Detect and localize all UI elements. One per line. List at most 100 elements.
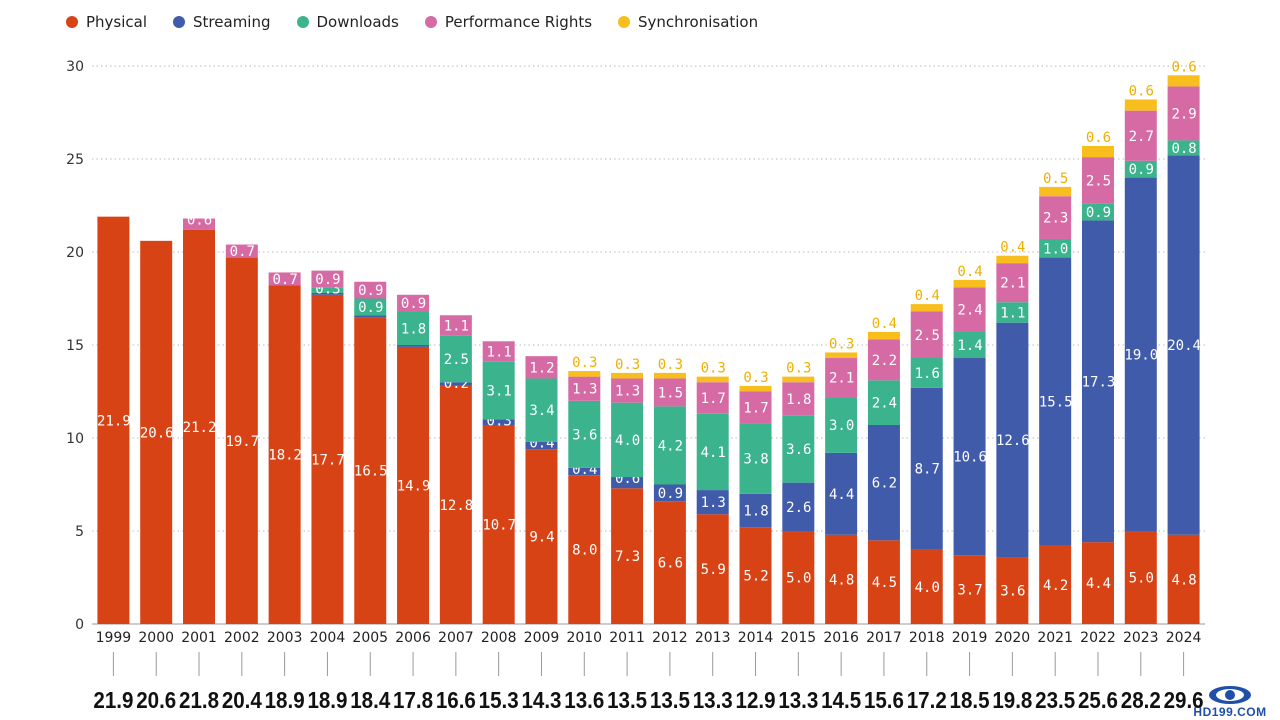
legend-label: Performance Rights bbox=[444, 13, 593, 31]
y-tick-label: 0 bbox=[75, 617, 84, 633]
bar-value-label: 1.3 bbox=[615, 384, 640, 400]
total-label: 21.9 bbox=[93, 687, 133, 713]
bar-segment-streaming bbox=[1124, 177, 1157, 531]
bar-segment-streaming bbox=[825, 452, 858, 535]
bar-segment-synchronisation bbox=[825, 352, 858, 359]
eye-logo-icon bbox=[1209, 686, 1251, 704]
bar-value-label: 4.0 bbox=[915, 580, 940, 596]
bar-value-label: 3.7 bbox=[957, 583, 982, 599]
x-tick-label: 2019 bbox=[952, 630, 988, 646]
bar-segment-synchronisation bbox=[867, 331, 900, 340]
bar-segment-streaming bbox=[1081, 220, 1114, 543]
bar-segment-performance-rights bbox=[1081, 157, 1114, 204]
bar-segment-performance-rights bbox=[996, 263, 1029, 303]
total-label: 16.6 bbox=[436, 687, 476, 713]
bar-segment-streaming bbox=[439, 382, 472, 386]
bar-segment-physical bbox=[1039, 545, 1072, 624]
bar-value-label: 4.8 bbox=[829, 572, 854, 588]
total-label: 29.6 bbox=[1164, 687, 1204, 713]
x-tick-label: 2016 bbox=[823, 630, 859, 646]
bar-group-2008: 10.70.33.11.1 bbox=[482, 341, 516, 624]
bar-value-label: 1.8 bbox=[786, 392, 811, 408]
legend-label: Downloads bbox=[316, 13, 399, 31]
bar-segment-downloads bbox=[311, 287, 344, 293]
bar-value-label: 0.4 bbox=[915, 288, 940, 304]
total-label: 18.9 bbox=[265, 687, 305, 713]
x-tick-label: 2017 bbox=[866, 630, 902, 646]
total-label: 19.8 bbox=[992, 687, 1032, 713]
bar-segment-performance-rights bbox=[1167, 86, 1200, 141]
bar-value-label: 5.0 bbox=[1129, 571, 1154, 587]
x-tick-label: 2014 bbox=[738, 630, 774, 646]
bar-segment-streaming bbox=[696, 490, 729, 515]
bar-value-label: 4.5 bbox=[872, 575, 897, 591]
total-label: 18.9 bbox=[307, 687, 347, 713]
bar-segment-downloads bbox=[953, 331, 986, 359]
bar-segment-downloads bbox=[825, 397, 858, 453]
bar-value-label: 4.8 bbox=[1171, 572, 1196, 588]
bar-value-label: 0.3 bbox=[615, 357, 640, 373]
x-tick-label: 2020 bbox=[995, 630, 1031, 646]
bar-value-label: 7.3 bbox=[615, 549, 640, 565]
bar-group-2023: 5.0 19.0 0.9 2.7 0.6 bbox=[1124, 83, 1158, 624]
x-tick-label: 2007 bbox=[438, 630, 474, 646]
bar-segment-streaming bbox=[482, 419, 515, 425]
bar-group-2013: 5.9 1.3 4.1 1.7 0.3 bbox=[696, 361, 729, 624]
bar-value-label: 0.4 bbox=[957, 264, 982, 280]
bar-segment-streaming bbox=[1039, 257, 1072, 546]
bar-value-label: 4.2 bbox=[658, 438, 683, 454]
bar-segment-physical bbox=[354, 317, 387, 624]
bar-segment-synchronisation bbox=[782, 376, 815, 383]
bar-segment-performance-rights bbox=[354, 281, 387, 299]
bar-value-label: 19.0 bbox=[1124, 347, 1158, 363]
bar-segment-downloads bbox=[867, 380, 900, 425]
bar-segment-performance-rights bbox=[568, 376, 601, 401]
bar-group-2015: 5.0 2.6 3.6 1.8 0.3 bbox=[782, 361, 815, 624]
bar-segment-physical bbox=[1081, 542, 1114, 624]
bar-value-label: 0.9 bbox=[358, 283, 383, 299]
bar-value-label: 0.9 bbox=[658, 486, 683, 502]
bar-value-label: 0.6 bbox=[187, 213, 212, 229]
bar-segment-streaming bbox=[354, 315, 387, 318]
bar-segment-physical bbox=[653, 501, 686, 624]
bar-group-2012: 6.6 0.9 4.2 1.5 0.3 bbox=[653, 357, 686, 624]
bar-segment-physical bbox=[568, 475, 601, 624]
bar-value-label: 3.6 bbox=[1000, 584, 1025, 600]
bar-segment-performance-rights bbox=[1039, 196, 1072, 239]
bar-segment-streaming bbox=[782, 482, 815, 531]
bar-value-label: 0.5 bbox=[1043, 171, 1068, 187]
bar-segment-performance-rights bbox=[225, 244, 258, 258]
bar-segment-downloads bbox=[397, 311, 430, 345]
bar-segment-downloads bbox=[1039, 238, 1072, 258]
x-tick-label: 2012 bbox=[652, 630, 688, 646]
bar-value-label: 3.1 bbox=[487, 384, 512, 400]
bar-value-label: 4.0 bbox=[615, 433, 640, 449]
bar-group-1999: 21.9 bbox=[97, 216, 131, 624]
bar-segment-physical bbox=[183, 229, 216, 624]
bar-value-label: 0.3 bbox=[572, 355, 597, 371]
watermark-text: HD199.COM bbox=[1193, 705, 1267, 719]
bar-segment-streaming bbox=[653, 484, 686, 502]
bar-value-label: 0.9 bbox=[401, 296, 426, 312]
bar-segment-synchronisation bbox=[1039, 186, 1072, 197]
bar-value-label: 2.3 bbox=[1043, 211, 1068, 227]
bar-value-label: 1.1 bbox=[487, 345, 512, 361]
legend-label: Streaming bbox=[193, 13, 271, 31]
bar-value-label: 0.7 bbox=[272, 272, 297, 288]
bar-value-label: 9.4 bbox=[529, 530, 554, 546]
bar-segment-performance-rights bbox=[653, 378, 686, 407]
bar-value-label: 0.3 bbox=[786, 361, 811, 377]
bar-value-label: 8.0 bbox=[572, 543, 597, 559]
bar-value-label: 3.0 bbox=[829, 418, 854, 434]
bar-segment-downloads bbox=[354, 298, 387, 316]
bar-value-label: 2.2 bbox=[872, 353, 897, 369]
bar-segment-synchronisation bbox=[696, 376, 729, 383]
bar-segment-downloads bbox=[696, 413, 729, 491]
bar-segment-streaming bbox=[1167, 155, 1200, 535]
bar-group-2022: 4.4 17.3 0.9 2.5 0.6 bbox=[1081, 130, 1115, 624]
bar-value-label: 5.0 bbox=[786, 571, 811, 587]
bar-segment-downloads bbox=[1124, 160, 1157, 178]
total-label: 18.5 bbox=[950, 687, 990, 713]
bar-segment-performance-rights bbox=[397, 294, 430, 312]
